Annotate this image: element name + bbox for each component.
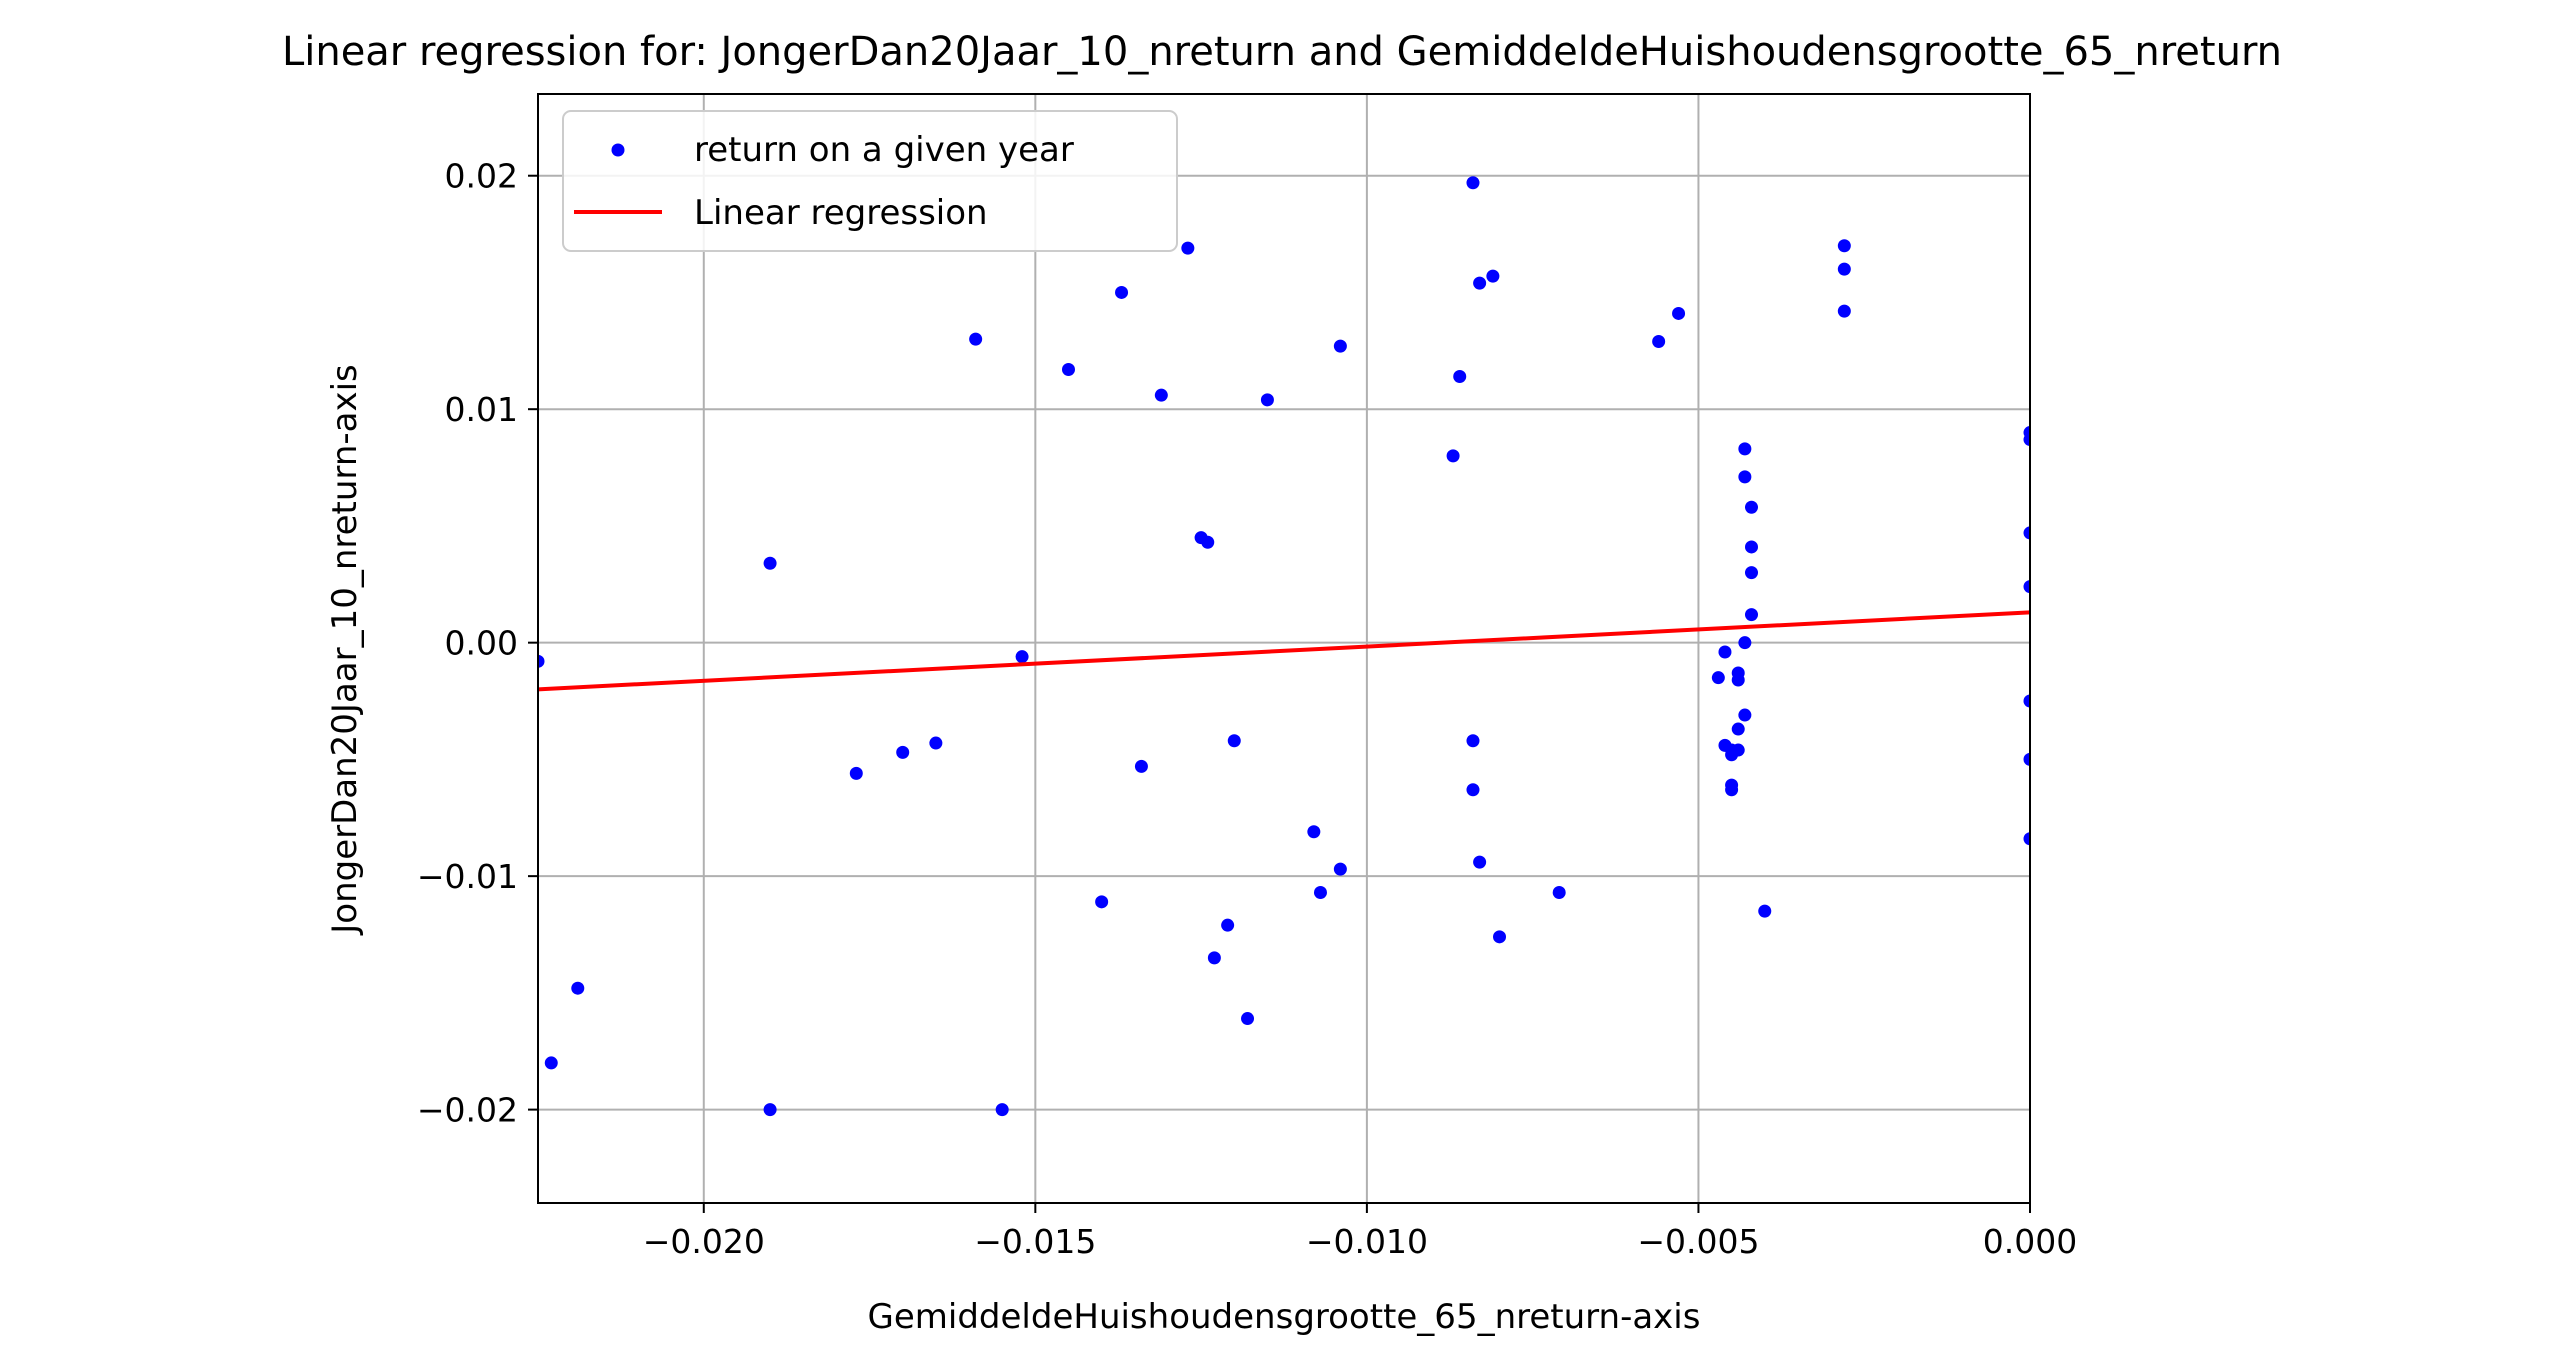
data-point	[1731, 722, 1745, 736]
data-point	[571, 981, 585, 995]
data-point	[763, 1103, 777, 1117]
data-point	[1453, 370, 1467, 384]
data-point	[1227, 734, 1241, 748]
legend-label-scatter: return on a given year	[694, 130, 1074, 170]
x-tick-label: −0.020	[643, 1222, 765, 1261]
data-point	[1738, 470, 1752, 484]
data-point	[544, 1056, 558, 1070]
data-point	[896, 745, 910, 759]
data-point	[2023, 580, 2030, 594]
data-point	[1207, 951, 1221, 965]
data-point	[1744, 500, 1758, 514]
x-tick-label: −0.010	[1306, 1222, 1428, 1261]
data-point	[1466, 176, 1480, 190]
data-point	[1837, 239, 1851, 253]
y-tick-label: −0.02	[417, 1091, 518, 1130]
data-point	[1473, 276, 1487, 290]
y-axis-label: JongerDan20Jaar_10_nreturn-axis	[325, 364, 365, 936]
x-tick-label: 0.000	[1983, 1222, 2077, 1261]
data-point	[1061, 362, 1075, 376]
data-point	[1260, 393, 1274, 407]
data-point	[995, 1103, 1009, 1117]
x-axis-label: GemiddeldeHuishoudensgrootte_65_nreturn-…	[868, 1297, 1701, 1337]
data-point	[1738, 636, 1752, 650]
data-point	[929, 736, 943, 750]
regression-line	[538, 610, 2030, 692]
data-point	[2023, 694, 2030, 708]
data-point	[1744, 566, 1758, 580]
data-point	[1241, 1012, 1255, 1026]
axis-ticks: −0.020 −0.015 −0.010 −0.005 0.000 −0.02 −0.01 0…	[417, 157, 2077, 1261]
data-point	[1731, 743, 1745, 757]
legend-marker-scatter	[611, 143, 625, 157]
legend-label-line: Linear regression	[694, 193, 988, 233]
plot-area	[538, 176, 2030, 1117]
x-tick-label: −0.005	[1637, 1222, 1759, 1261]
data-point	[2023, 433, 2030, 447]
chart-title: Linear regression for: JongerDan20Jaar_1…	[282, 29, 2282, 75]
data-point	[2023, 752, 2030, 766]
data-point	[1095, 895, 1109, 909]
data-point	[1201, 535, 1215, 549]
scatter-points	[538, 176, 2030, 1117]
y-tick-label: −0.01	[417, 857, 518, 896]
data-point	[2023, 526, 2030, 540]
data-point	[1837, 304, 1851, 318]
data-point	[1473, 855, 1487, 869]
data-point	[1221, 918, 1235, 932]
legend: return on a given year Linear regression	[562, 110, 1178, 252]
data-point	[1672, 306, 1686, 320]
data-point	[1744, 540, 1758, 554]
data-point	[763, 556, 777, 570]
x-tick-label: −0.015	[974, 1222, 1096, 1261]
data-point	[1837, 262, 1851, 276]
data-point	[1711, 671, 1725, 685]
data-point	[1744, 608, 1758, 622]
data-point	[1134, 759, 1148, 773]
data-point	[1333, 339, 1347, 353]
data-point	[1466, 783, 1480, 797]
data-point	[1725, 783, 1739, 797]
data-point	[1718, 645, 1732, 659]
data-point	[538, 654, 545, 668]
data-point	[1333, 862, 1347, 876]
data-point	[1738, 708, 1752, 722]
legend-box	[562, 110, 1178, 252]
data-point	[1493, 930, 1507, 944]
data-point	[1738, 442, 1752, 456]
data-point	[1015, 650, 1029, 664]
y-tick-label: 0.02	[445, 157, 518, 196]
data-point	[1115, 285, 1129, 299]
data-point	[1652, 334, 1666, 348]
data-point	[1466, 734, 1480, 748]
data-point	[2023, 832, 2030, 846]
data-point	[1307, 825, 1321, 839]
data-point	[1486, 269, 1500, 283]
data-point	[1446, 449, 1460, 463]
plot-frame	[537, 93, 2031, 1204]
data-point	[1552, 885, 1566, 899]
data-point	[1313, 885, 1327, 899]
data-point	[969, 332, 983, 346]
y-tick-label: 0.00	[445, 624, 518, 663]
data-point	[1731, 666, 1745, 680]
y-tick-label: 0.01	[445, 390, 518, 429]
data-point	[1758, 904, 1772, 918]
data-point	[849, 766, 863, 780]
regression-line-group	[538, 610, 2030, 692]
data-point	[1154, 388, 1168, 402]
data-point	[1181, 241, 1195, 255]
